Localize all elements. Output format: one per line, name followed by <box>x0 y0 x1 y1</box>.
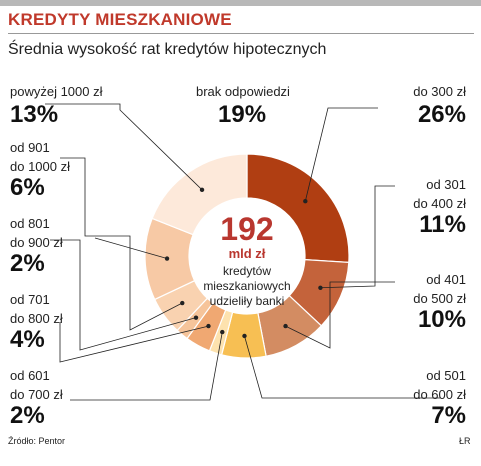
source-note: Źródło: Pentor <box>8 436 66 446</box>
leader-dot <box>180 300 185 306</box>
chart-title: KREDYTY MIESZKANIOWE <box>8 10 232 29</box>
slice-value: 6% <box>10 174 45 201</box>
leader-dot <box>206 323 211 329</box>
slice-value: 4% <box>10 326 45 353</box>
author-credit: ŁR <box>459 436 471 446</box>
slice-label: od 901 do 1000 zł <box>10 140 70 174</box>
slice-label: od 401 do 500 zł <box>413 272 466 306</box>
total-value: 192 <box>220 211 274 247</box>
leader-line <box>60 157 183 331</box>
slice-value: 7% <box>431 402 466 429</box>
center-caption-line: mieszkaniowych <box>203 279 291 293</box>
leader-dot <box>164 256 170 261</box>
leader-line <box>70 332 223 401</box>
center-caption-line: udzieliły banki <box>209 294 285 308</box>
slice-value: 2% <box>10 402 45 429</box>
leader-dot <box>199 187 205 193</box>
leader-lines <box>45 103 440 401</box>
leader-line <box>285 281 395 349</box>
slice-label: od 301 do 400 zł <box>413 177 466 211</box>
title-rule <box>8 33 474 34</box>
slice-label: od 601 do 700 zł <box>10 368 63 402</box>
leader-dot <box>220 329 225 335</box>
center-caption: kredytów mieszkaniowych udzieliły banki <box>186 264 308 309</box>
slice-label: brak odpowiedzi <box>196 84 290 99</box>
leader-dot <box>283 323 288 329</box>
slice-label: do 300 zł <box>413 84 466 99</box>
slice-value: 2% <box>10 250 45 277</box>
center-caption-line: kredytów <box>222 264 272 278</box>
leader-line <box>304 107 378 202</box>
leader-line <box>45 103 203 191</box>
leader-dot <box>303 199 308 204</box>
slice-label: powyżej 1000 zł <box>10 84 103 99</box>
slice-label: od 501 do 600 zł <box>413 368 466 402</box>
slice-value: 26% <box>417 101 466 128</box>
leader-line <box>94 237 168 259</box>
slice-value: 11% <box>419 211 466 238</box>
slice-label: od 701 do 800 zł <box>10 292 63 326</box>
leader-dot <box>242 333 247 339</box>
leader-line <box>50 239 197 351</box>
leader-dot <box>318 285 323 290</box>
donut-hole <box>189 198 305 314</box>
total-unit: mld zł <box>228 246 266 261</box>
slice-value: 19% <box>218 101 267 128</box>
leader-line <box>320 185 395 289</box>
slice-label: od 801 do 900 zł <box>10 216 63 250</box>
leader-dot <box>193 315 199 320</box>
top-bar <box>0 0 481 6</box>
leader-line <box>244 335 440 399</box>
leader-line <box>59 322 209 363</box>
chart-subtitle: Średnia wysokość rat kredytów hipoteczny… <box>8 41 327 58</box>
slice-value: 13% <box>10 101 59 128</box>
slice-value: 10% <box>417 306 466 333</box>
